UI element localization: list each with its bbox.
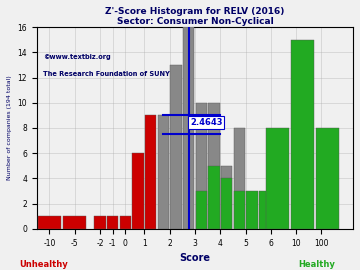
X-axis label: Score: Score bbox=[179, 253, 211, 263]
Bar bbox=[316, 128, 339, 229]
Bar bbox=[107, 216, 118, 229]
Text: The Research Foundation of SUNY: The Research Foundation of SUNY bbox=[43, 70, 170, 76]
Text: ©www.textbiz.org: ©www.textbiz.org bbox=[43, 54, 111, 60]
Bar bbox=[221, 166, 232, 229]
Bar bbox=[94, 216, 106, 229]
Bar bbox=[120, 216, 131, 229]
Bar bbox=[259, 191, 270, 229]
Bar bbox=[208, 103, 220, 229]
Bar bbox=[221, 178, 232, 229]
Title: Z'-Score Histogram for RELV (2016)
Sector: Consumer Non-Cyclical: Z'-Score Histogram for RELV (2016) Secto… bbox=[105, 7, 285, 26]
Bar bbox=[158, 115, 169, 229]
Bar bbox=[170, 65, 182, 229]
Bar bbox=[183, 27, 194, 229]
Bar bbox=[195, 191, 207, 229]
Bar bbox=[195, 103, 207, 229]
Bar bbox=[208, 166, 220, 229]
Y-axis label: Number of companies (194 total): Number of companies (194 total) bbox=[7, 76, 12, 180]
Bar bbox=[234, 128, 245, 229]
Bar bbox=[246, 191, 257, 229]
Text: 2.4643: 2.4643 bbox=[190, 118, 222, 127]
Text: Unhealthy: Unhealthy bbox=[19, 260, 68, 269]
Bar bbox=[145, 115, 156, 229]
Bar bbox=[234, 191, 245, 229]
Bar bbox=[266, 128, 289, 229]
Bar bbox=[63, 216, 86, 229]
Bar bbox=[291, 40, 314, 229]
Text: Healthy: Healthy bbox=[298, 260, 335, 269]
Bar bbox=[38, 216, 61, 229]
Bar bbox=[132, 153, 144, 229]
